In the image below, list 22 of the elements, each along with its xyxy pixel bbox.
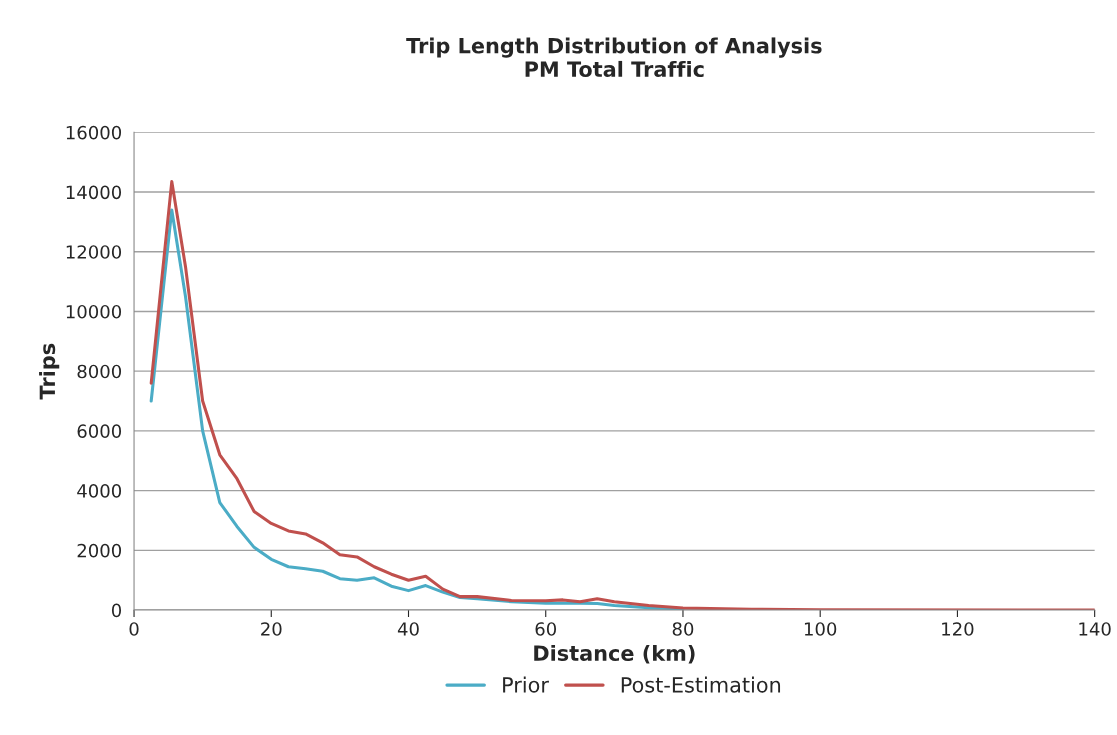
- legend-label: Post-Estimation: [621, 676, 781, 693]
- x-tick-label: 80: [672, 622, 694, 636]
- x-tick-label: 0: [129, 622, 139, 636]
- x-tick-label: 120: [942, 622, 974, 636]
- x-tick-label: 40: [397, 622, 419, 636]
- y-tick-label: 14000: [66, 185, 122, 200]
- x-tick-label: 60: [535, 622, 557, 636]
- y-tick-label: 4000: [77, 484, 122, 498]
- x-tick-label: 100: [804, 622, 837, 636]
- y-tick-label: 10000: [66, 304, 122, 319]
- chart-title: Trip Length Distribution of Analysis PM Total Traffic: [406, 37, 822, 78]
- y-tick-label: 16000: [66, 125, 122, 140]
- x-tick-label: 140: [1079, 622, 1111, 636]
- y-tick-label: 12000: [66, 245, 122, 259]
- legend-label: Prior: [503, 676, 549, 693]
- y-tick-label: 0: [111, 603, 122, 618]
- y-axis-title: Trips: [39, 343, 60, 400]
- y-tick-label: 8000: [77, 364, 122, 379]
- x-axis-title: Distance (km): [534, 644, 695, 664]
- y-tick-label: 2000: [77, 543, 122, 558]
- y-tick-label: 6000: [77, 424, 122, 439]
- x-tick-label: 20: [261, 622, 282, 636]
